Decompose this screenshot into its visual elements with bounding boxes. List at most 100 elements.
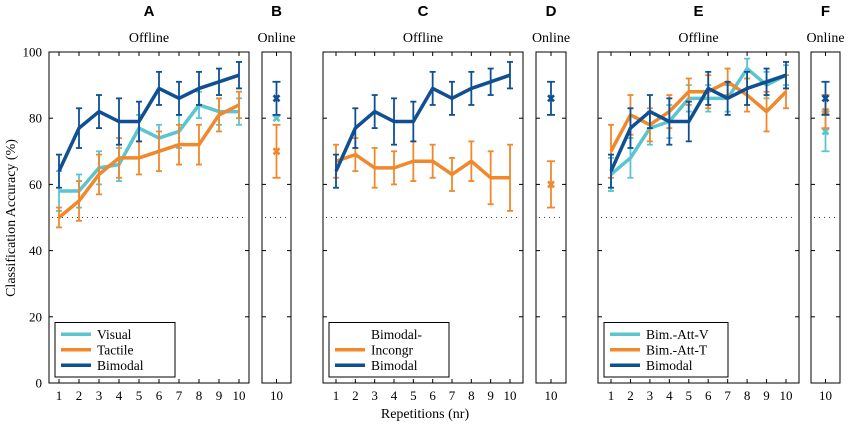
x-tick-label: 5 [686, 388, 693, 403]
legend-label: Visual [97, 327, 132, 342]
online-point-marker [272, 114, 281, 123]
series-line [335, 152, 510, 180]
x-tick-label: 10 [233, 388, 246, 403]
online-point-marker [272, 147, 281, 156]
panel-title: Offline [403, 31, 443, 46]
x-tick-label: 10 [819, 388, 832, 403]
x-tick-label: 2 [76, 388, 83, 403]
series-bimodal [272, 80, 281, 116]
online-point-marker [272, 94, 281, 103]
series-visual [272, 114, 281, 123]
panel-letter: B [271, 3, 282, 20]
series-line [59, 103, 239, 193]
online-point-marker [547, 180, 555, 189]
x-tick-label: 7 [724, 388, 731, 403]
x-tick-label: 3 [371, 388, 378, 403]
x-tick-label: 2 [352, 388, 359, 403]
legend-label: Bimodal [646, 358, 693, 373]
x-tick-label: 6 [156, 388, 163, 403]
series-line [57, 73, 240, 172]
legend-label: Bimodal- [371, 327, 422, 342]
panel-title: Online [806, 31, 844, 46]
legend-label: Bim.-Att-V [646, 327, 709, 342]
online-point-marker [821, 127, 830, 136]
x-tick-label: 8 [744, 388, 751, 403]
series-line [609, 73, 787, 172]
y-tick-label: 60 [29, 177, 42, 192]
axes-frame [48, 51, 250, 384]
panel-c: C Offline 1 2 3 4 5 6 7 8 9 10 Bimodal-IncongrBimoda… [322, 3, 524, 403]
series-bimodal [608, 61, 789, 189]
online-point-marker [547, 94, 555, 103]
x-tick-label: 7 [176, 388, 183, 403]
y-tick-label: 40 [29, 243, 42, 258]
x-tick-label: 10 [545, 388, 558, 403]
x-tick-label: 2 [627, 388, 634, 403]
x-tick-label: 4 [666, 388, 673, 403]
y-axis-label: Classification Accuracy (%) [4, 139, 19, 297]
x-axis-label: Repetitions (nr) [381, 407, 470, 422]
axes-frame [597, 51, 800, 384]
series-line [609, 80, 788, 153]
y-tick-label: 80 [29, 111, 42, 126]
x-tick-label: 4 [116, 388, 123, 403]
panel-d: D Online 10 [532, 3, 570, 403]
series-bimodal-incongr [547, 160, 555, 209]
legend-label: Incongr [371, 342, 413, 357]
panel-letter: E [693, 3, 703, 20]
x-tick-label: 5 [136, 388, 143, 403]
series-line [609, 66, 787, 176]
panel-e: E Offline 1 2 3 4 5 6 7 8 9 10 Bim.-Att-VBim.-Att-TB… [597, 3, 800, 403]
series-bimodal-incongr [333, 137, 513, 212]
panel-title: Offline [129, 31, 169, 46]
x-tick-label: 5 [410, 388, 417, 403]
legend-label: Bim.-Att-T [646, 342, 708, 357]
x-tick-label: 9 [487, 388, 494, 403]
y-tick-label: 100 [23, 45, 43, 60]
x-tick-label: 10 [504, 388, 517, 403]
x-tick-label: 10 [780, 388, 793, 403]
x-tick-label: 6 [705, 388, 712, 403]
y-tick-label: 0 [36, 376, 43, 391]
panel-letter: F [821, 3, 830, 20]
axes-frame [322, 51, 524, 384]
panel-title: Online [532, 31, 570, 46]
series-line [57, 103, 240, 219]
series-bimodal [333, 61, 513, 189]
x-tick-label: 1 [333, 388, 340, 403]
series-line [334, 73, 511, 172]
x-tick-label: 6 [429, 388, 436, 403]
x-tick-label: 7 [449, 388, 456, 403]
panel-letter: A [144, 3, 155, 20]
panel-letter: C [418, 3, 429, 20]
online-point-marker [821, 94, 830, 103]
legend-label: Bimodal [97, 358, 144, 373]
x-tick-label: 1 [56, 388, 63, 403]
y-tick-label: 20 [29, 309, 42, 324]
panel-title: Online [257, 31, 295, 46]
x-tick-label: 3 [96, 388, 103, 403]
x-tick-label: 4 [391, 388, 398, 403]
series-bimodal [56, 61, 242, 189]
panel-b: B Online 10 [257, 3, 295, 403]
series-bimodal [547, 80, 555, 116]
x-tick-label: 10 [270, 388, 283, 403]
legend-label: Tactile [97, 342, 134, 357]
panel-a: A Offline 0 20 40 60 80 100 1 2 3 4 5 6 7 8 9 10 VisualTac… [23, 3, 250, 403]
x-tick-label: 9 [216, 388, 223, 403]
x-tick-label: 8 [196, 388, 203, 403]
panel-letter: D [546, 3, 557, 20]
x-tick-label: 1 [608, 388, 615, 403]
x-tick-label: 3 [647, 388, 654, 403]
x-tick-label: 8 [468, 388, 475, 403]
legend-label: Bimodal [371, 358, 418, 373]
panel-title: Offline [678, 31, 718, 46]
series-tactile [272, 123, 281, 179]
series-bimodal [821, 80, 830, 116]
x-tick-label: 9 [763, 388, 770, 403]
